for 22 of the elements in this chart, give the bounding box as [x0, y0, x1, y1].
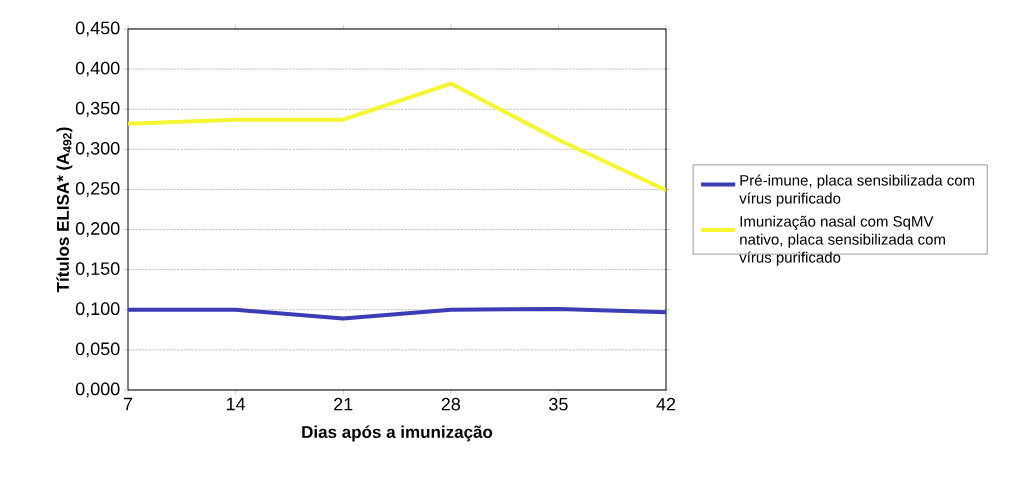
y-axis-title: Títulos ELISA* (A$_{492}$) — [56, 127, 73, 293]
x-tick-label: 7 — [123, 397, 133, 411]
y-tick-label: 0,050 — [75, 342, 120, 358]
y-tick-label: 0,000 — [75, 382, 120, 398]
y-tick-label: 0,100 — [75, 302, 120, 318]
y-tick-label: 0,200 — [75, 222, 120, 237]
y-tick-label: 0,450 — [75, 21, 120, 37]
x-tick-label: 21 — [334, 397, 353, 411]
legend-label: Imunização nasal com SqMV nativo, placa sensibilizada com vírus purificado — [739, 215, 945, 266]
y-tick-label: 0,250 — [75, 181, 120, 197]
x-tick-label: 14 — [226, 397, 246, 411]
x-tick-label: 35 — [549, 397, 568, 411]
x-tick-label: 28 — [441, 397, 461, 411]
x-tick-label: 42 — [656, 397, 676, 411]
y-tick-label: 0,300 — [75, 141, 120, 157]
legend-label: Pré-imune, placa sensibilizada com vírus purificado — [739, 174, 975, 207]
x-axis-title: Dias após a imunização — [302, 425, 493, 442]
line-series — [128, 81, 666, 193]
y-tick-label: 0,400 — [75, 61, 120, 77]
y-tick-label: 0,350 — [75, 101, 120, 117]
line-series — [128, 306, 666, 321]
y-tick-label: 0,150 — [75, 262, 120, 278]
